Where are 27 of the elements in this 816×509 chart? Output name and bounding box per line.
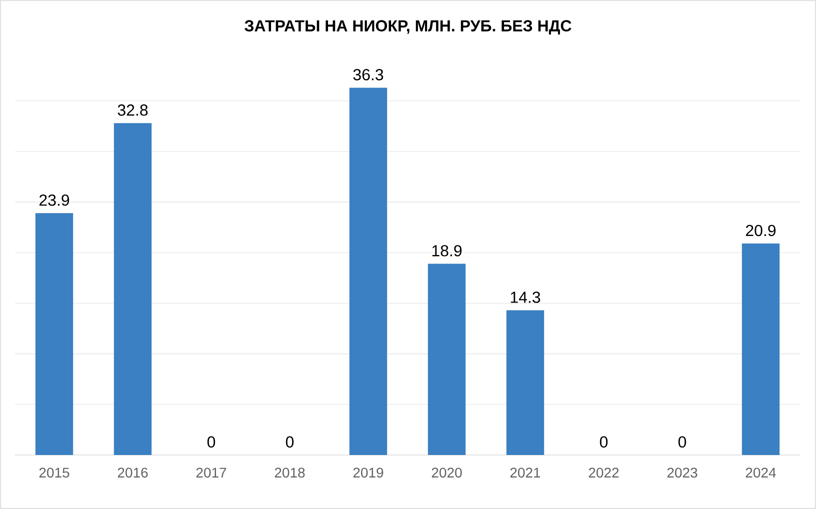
bar <box>35 213 74 455</box>
x-tick-label: 2021 <box>510 468 540 478</box>
data-label: 18.9 <box>432 245 462 256</box>
data-label: 20.9 <box>746 224 776 236</box>
x-tick-label: 2018 <box>274 468 305 478</box>
x-tick-label: 2020 <box>432 468 462 478</box>
x-tick-label: 2024 <box>746 468 776 478</box>
x-tick-label: 2016 <box>118 468 148 478</box>
data-label: 14.3 <box>510 292 540 303</box>
data-label: 32.8 <box>118 104 148 116</box>
data-label: 0 <box>600 436 608 448</box>
data-label: 0 <box>678 436 686 448</box>
data-label: 0 <box>286 436 294 448</box>
x-tick-label: 2017 <box>196 468 226 478</box>
data-label: 0 <box>207 436 216 448</box>
data-label: 23.9 <box>39 194 70 206</box>
x-tick-label: 2019 <box>353 468 384 478</box>
x-tick-label: 2022 <box>588 468 619 478</box>
bar <box>349 88 388 455</box>
chart-title: ЗАТРАТЫ НА НИОКР, МЛН. РУБ. БЕЗ НДС <box>244 20 572 34</box>
bar <box>506 310 544 455</box>
bar <box>114 123 152 455</box>
x-tick-label: 2023 <box>667 468 698 478</box>
bar <box>742 244 780 455</box>
x-tick-label: 2015 <box>39 468 70 478</box>
bar <box>428 264 466 455</box>
data-label: 36.3 <box>353 69 384 80</box>
